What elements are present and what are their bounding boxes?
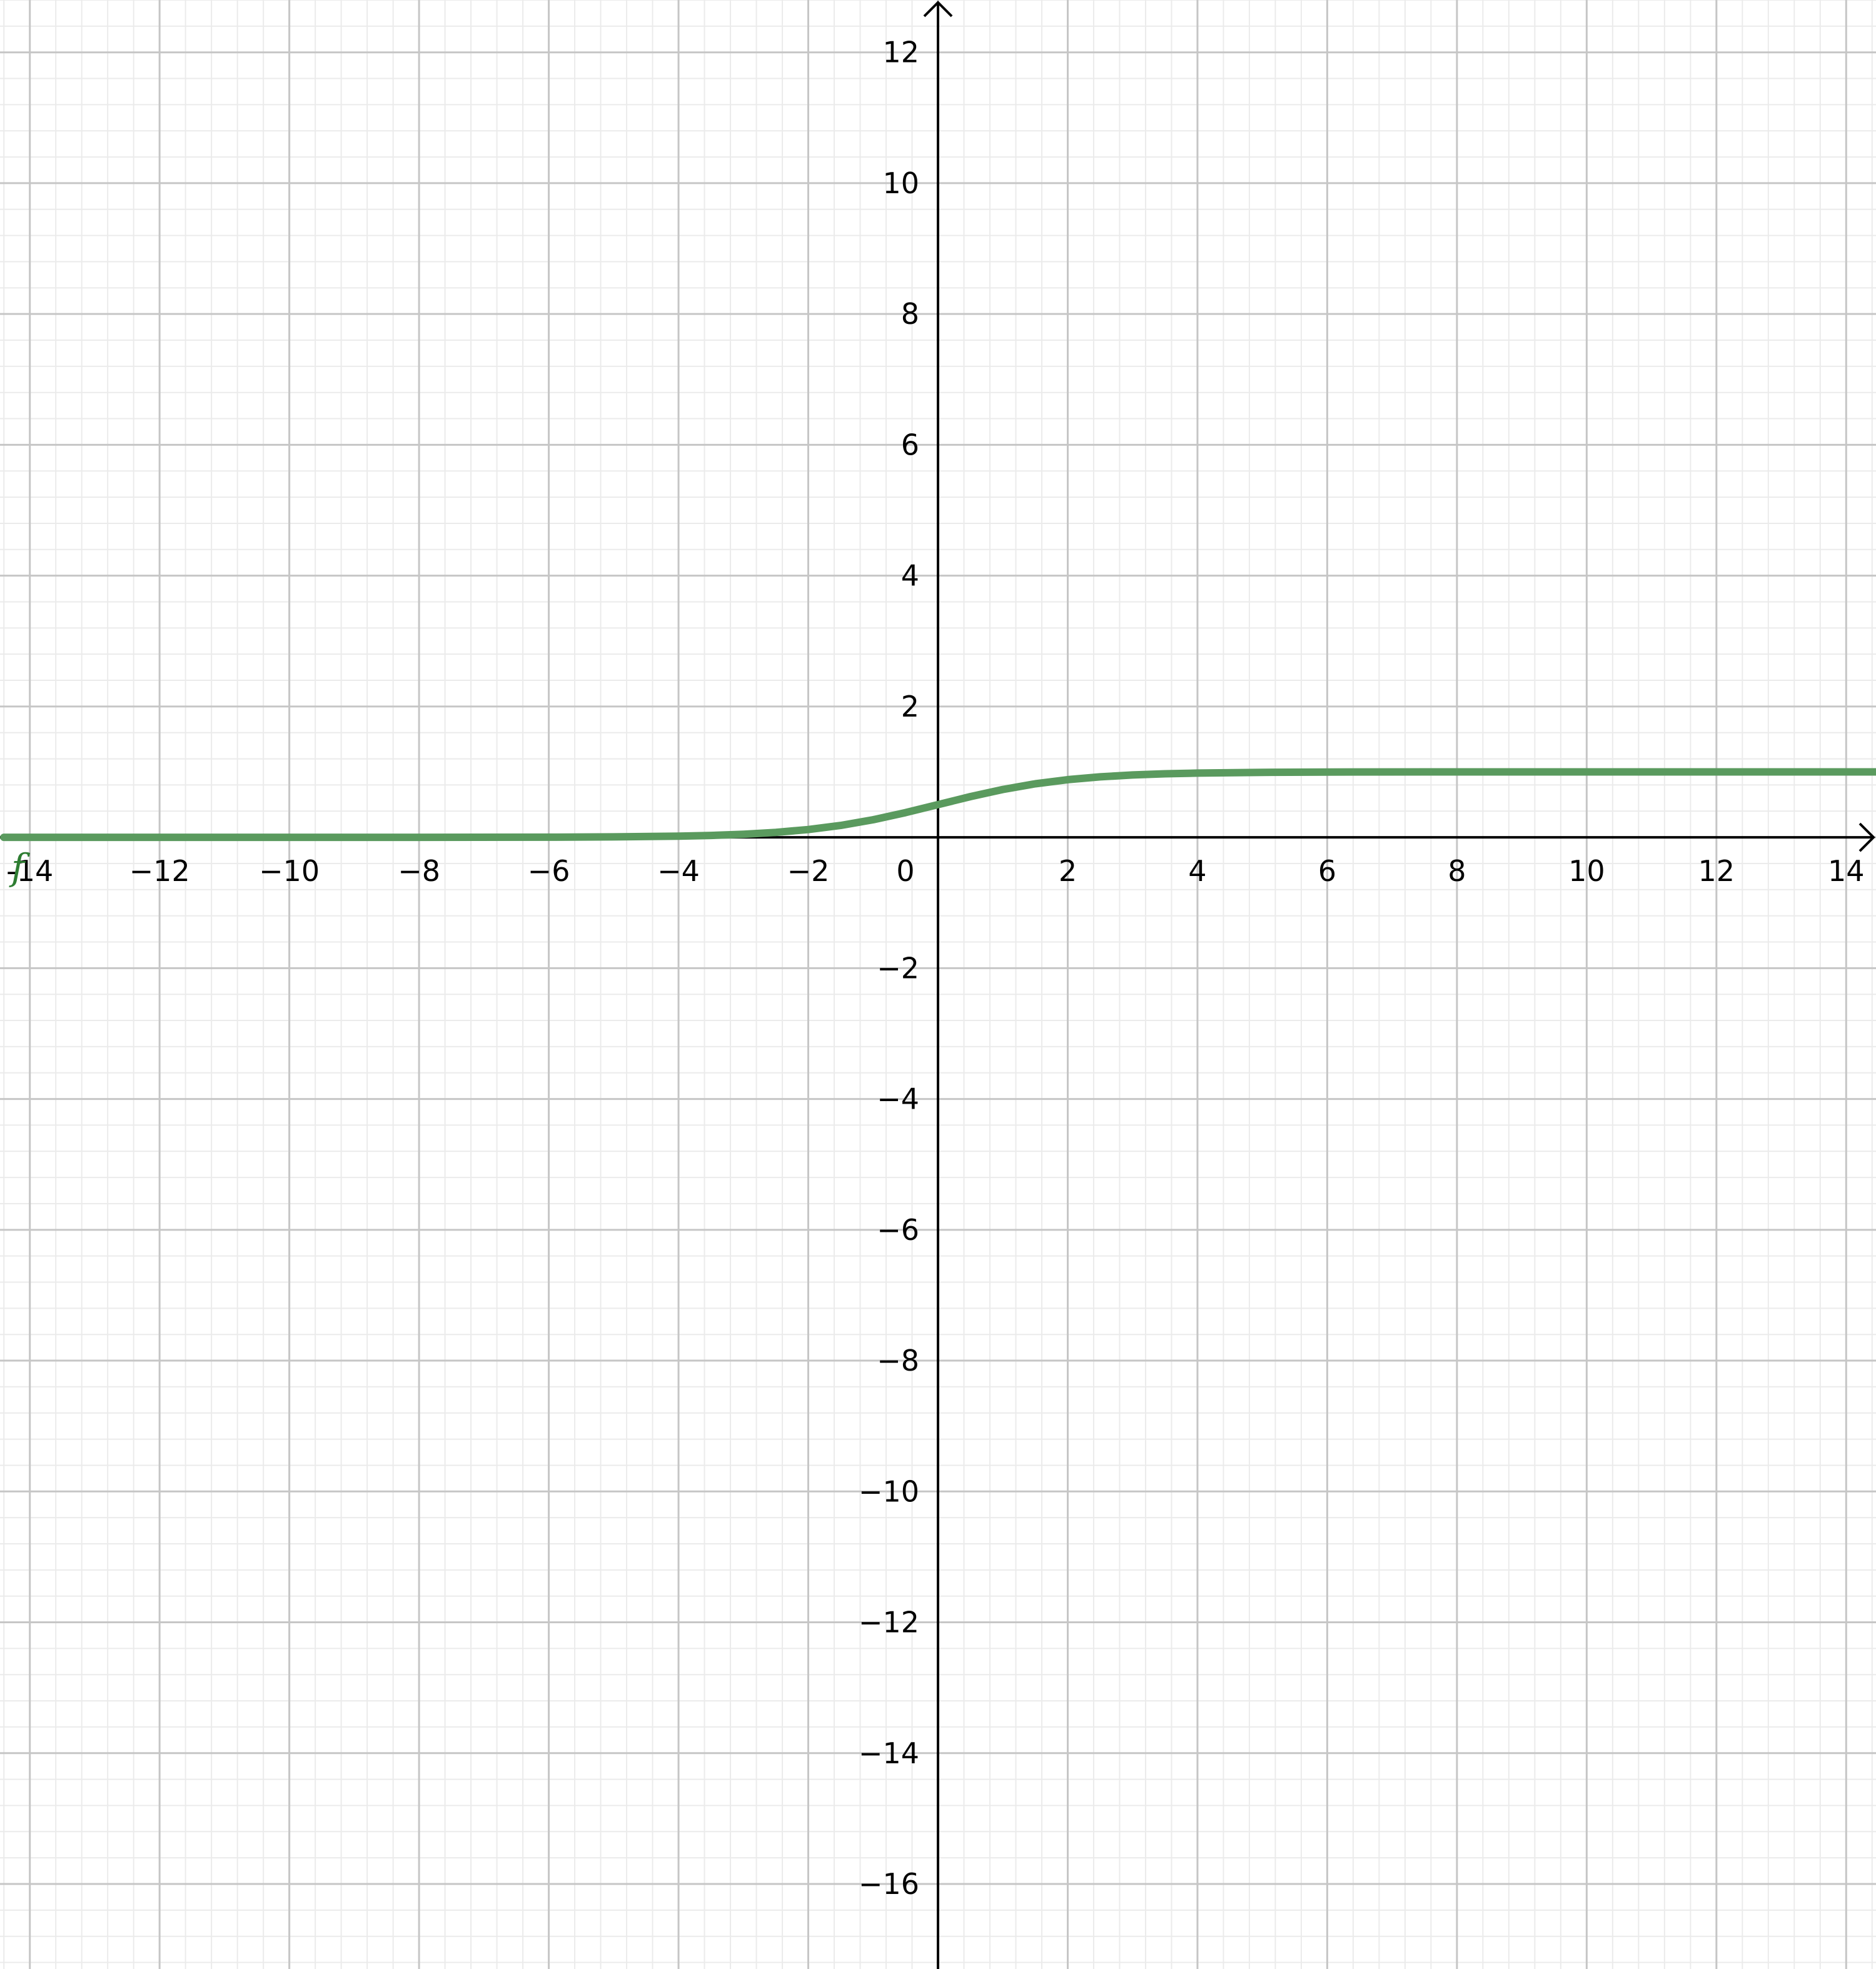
y-tick-label: −8 [877,1344,919,1377]
y-tick-label: 10 [882,166,919,200]
series-layer [0,768,1876,842]
x-tick-label: −10 [259,854,320,888]
y-tick-label: 4 [901,559,919,593]
series-line-f [0,768,1876,842]
y-tick-label: 2 [901,690,919,723]
x-tick-label: 4 [1188,854,1206,888]
y-tick-label: 8 [901,297,919,331]
y-tick-labels: 12 10 8 6 4 2 −2 −4 −6 −8 −10 −12 −14 −16 [859,36,919,1901]
x-tick-label: 8 [1448,854,1466,888]
y-tick-label: −2 [877,951,919,985]
y-tick-label: 12 [882,36,919,69]
y-tick-label: −12 [859,1606,919,1639]
x-tick-label: 10 [1568,854,1605,888]
y-tick-label: −10 [859,1474,919,1508]
x-tick-label: 0 [896,854,914,888]
x-tick-label: −6 [528,854,570,888]
x-tick-label: 6 [1318,854,1336,888]
x-tick-label: -14 [6,854,53,888]
y-tick-label: −14 [859,1736,919,1770]
x-tick-label: −4 [657,854,700,888]
x-tick-label: −12 [129,854,190,888]
x-tick-label: −8 [398,854,440,888]
x-tick-labels: -14 −12 −10 −8 −6 −4 −2 0 2 4 6 8 10 12 14 [6,854,1864,888]
x-tick-label: −2 [787,854,830,888]
x-tick-label: 2 [1059,854,1077,888]
y-axis-arrow [923,1,953,18]
y-tick-label: −4 [877,1082,919,1116]
y-tick-label: 6 [901,428,919,461]
x-tick-label: 12 [1698,854,1735,888]
y-tick-label: −6 [877,1213,919,1247]
x-tick-label: 14 [1828,854,1865,888]
x-axis-arrow [1858,822,1875,852]
y-tick-label: −16 [859,1867,919,1901]
